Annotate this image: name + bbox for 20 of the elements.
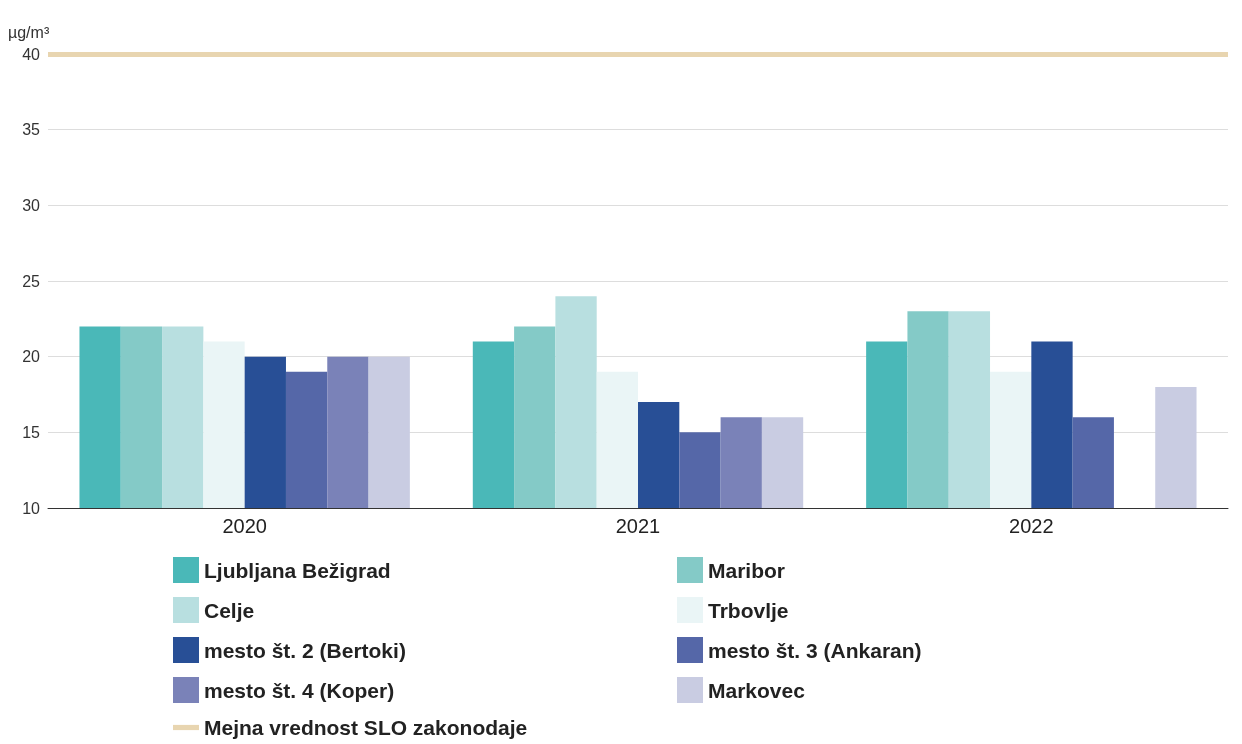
y-tick-label: 10 [22,499,41,517]
legend-label: Celje [204,598,255,622]
legend-label: Ljubljana Bežigrad [204,558,391,582]
y-tick-label: 25 [22,272,41,290]
y-tick-label: 15 [22,423,41,441]
x-tick-label: 2022 [1009,515,1054,537]
legend-label: mesto št. 4 (Koper) [204,678,395,702]
legend-label: mesto št. 3 (Ankaran) [708,638,922,662]
legend-label: Markovec [708,678,806,702]
y-tick-label: 40 [22,45,41,63]
legend-label: Trbovlje [708,598,789,622]
legend-label: Mejna vrednost SLO zakonodaje [204,716,528,739]
legend-label: mesto št. 2 (Bertoki) [204,638,406,662]
y-tick-label: 20 [22,348,41,366]
x-tick-label: 2020 [222,515,267,537]
y-tick-label: 30 [22,196,41,214]
x-tick-label: 2021 [615,515,661,537]
y-axis-title: µg/m³ [8,23,50,41]
legend-label: Maribor [708,558,786,582]
y-tick-label: 35 [22,121,41,139]
